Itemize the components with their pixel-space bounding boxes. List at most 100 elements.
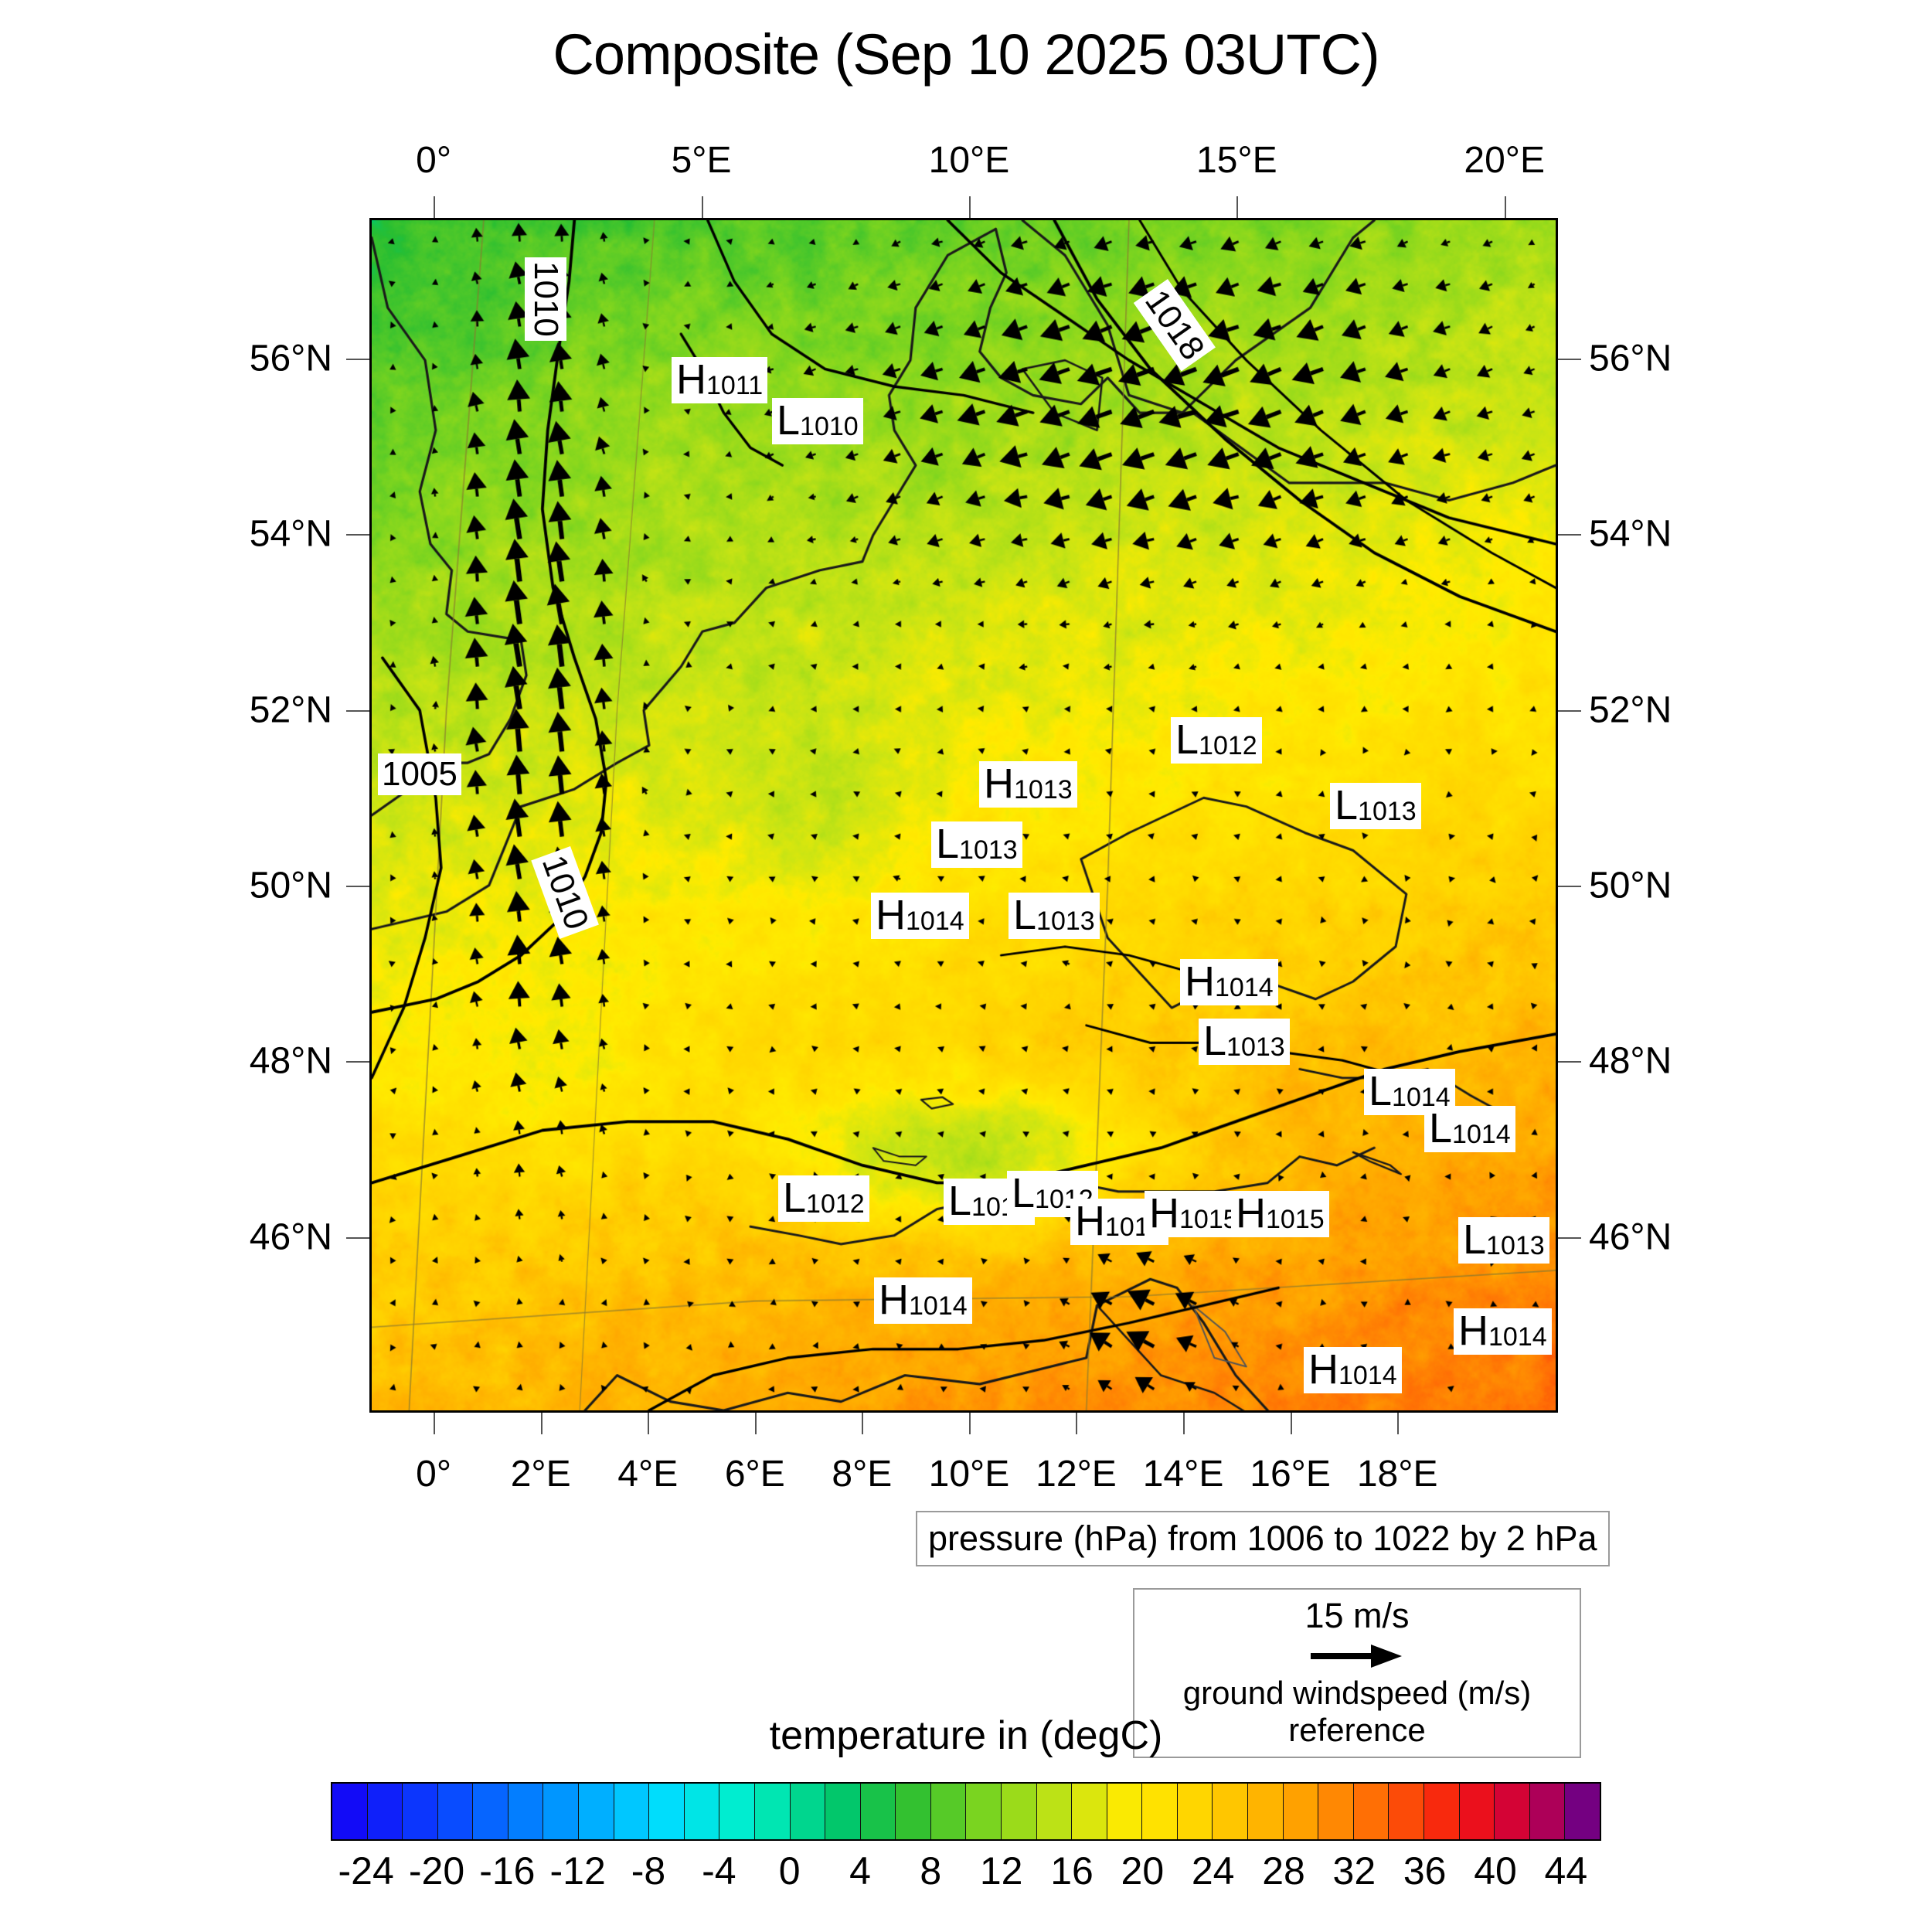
tick-label-left-2: 52°N [249, 689, 332, 731]
colorbar-tick-9: 12 [979, 1849, 1023, 1893]
tick-label-right-2: 52°N [1589, 689, 1672, 731]
tick-mark-right-5 [1558, 1236, 1581, 1239]
pressure-marker-value: 1014 [1338, 1361, 1397, 1390]
map-plot-area[interactable]: H1011 L1010 L1012 H1013 L1013 L1013 H1014 L1013… [369, 218, 1558, 1413]
pressure-marker-l-12: L1012 [778, 1175, 869, 1222]
pressure-marker-type: L [783, 1175, 807, 1221]
colorbar-cell [1283, 1784, 1319, 1839]
pressure-marker-h-0: H1011 [672, 357, 768, 403]
tick-mark-bottom-4 [862, 1413, 864, 1434]
pressure-marker-type: H [1458, 1308, 1488, 1354]
tick-label-right-0: 56°N [1589, 338, 1672, 379]
colorbar-tick-13: 28 [1262, 1849, 1305, 1893]
colorbar-cell [1318, 1784, 1354, 1839]
pressure-marker-value: 1015 [1266, 1205, 1325, 1234]
pressure-marker-value: 1014 [1452, 1120, 1511, 1149]
colorbar-cell [508, 1784, 544, 1839]
tick-label-bottom-4: 8°E [832, 1454, 893, 1495]
tick-label-left-5: 46°N [249, 1216, 332, 1258]
tick-label-right-4: 48°N [1589, 1040, 1672, 1082]
tick-label-bottom-7: 14°E [1142, 1454, 1224, 1495]
pressure-marker-type: L [948, 1178, 972, 1224]
tick-mark-bottom-8 [1290, 1413, 1292, 1434]
colorbar-cell [1353, 1784, 1389, 1839]
pressure-marker-h-19: H1014 [874, 1277, 972, 1324]
temperature-colorbar[interactable] [331, 1782, 1601, 1841]
tick-mark-right-4 [1558, 1061, 1581, 1063]
pressure-marker-value: 1014 [909, 1291, 968, 1321]
colorbar-cell [1036, 1784, 1073, 1839]
pressure-marker-value: 1014 [906, 906, 964, 936]
tick-label-top-3: 15°E [1196, 140, 1277, 181]
tick-label-top-0: 0° [416, 140, 452, 181]
wind-reference-legend: 15 m/s ground windspeed (m/s) reference [1133, 1588, 1581, 1758]
tick-mark-right-3 [1558, 885, 1581, 887]
pressure-marker-value: 1012 [806, 1189, 865, 1219]
wind-arrow-icon [1311, 1645, 1402, 1668]
colorbar-cell [1001, 1784, 1037, 1839]
colorbar-tick-8: 8 [920, 1849, 942, 1893]
tick-label-bottom-8: 16°E [1250, 1454, 1331, 1495]
pressure-marker-l-9: L1013 [1199, 1019, 1290, 1065]
tick-label-left-4: 48°N [249, 1040, 332, 1082]
pressure-marker-l-11: L1014 [1424, 1106, 1515, 1152]
tick-label-bottom-6: 12°E [1036, 1454, 1117, 1495]
tick-label-bottom-1: 2°E [510, 1454, 571, 1495]
colorbar-cell [367, 1784, 403, 1839]
pressure-marker-h-8: H1014 [1180, 959, 1278, 1005]
colorbar-cell [403, 1784, 438, 1839]
pressure-marker-type: H [1185, 958, 1215, 1005]
pressure-marker-type: L [1369, 1068, 1393, 1114]
colorbar-cell [1177, 1784, 1213, 1839]
tick-mark-bottom-6 [1076, 1413, 1078, 1434]
pressure-marker-type: H [879, 1277, 909, 1323]
pressure-marker-type: H [984, 760, 1014, 807]
tick-mark-bottom-0 [434, 1413, 436, 1434]
tick-label-right-5: 46°N [1589, 1216, 1672, 1258]
pressure-marker-type: L [1429, 1105, 1453, 1151]
colorbar-cell [332, 1784, 368, 1839]
pressure-marker-type: L [1463, 1216, 1487, 1263]
colorbar-cell [1248, 1784, 1284, 1839]
pressure-marker-h-20: H1014 [1454, 1308, 1552, 1355]
tick-mark-bottom-3 [754, 1413, 757, 1434]
colorbar-cell [579, 1784, 614, 1839]
colorbar-cell [860, 1784, 896, 1839]
pressure-marker-value: 1011 [706, 371, 764, 400]
pressure-marker-value: 1013 [1486, 1231, 1545, 1260]
pressure-marker-type: H [1236, 1190, 1266, 1236]
tick-label-left-0: 56°N [249, 338, 332, 379]
colorbar-cell [1107, 1784, 1143, 1839]
pressure-marker-h-3: H1013 [979, 761, 1077, 808]
tick-mark-right-0 [1558, 358, 1581, 360]
tick-label-bottom-9: 18°E [1356, 1454, 1438, 1495]
colorbar-tick-14: 32 [1332, 1849, 1376, 1893]
tick-mark-top-1 [701, 196, 703, 218]
colorbar-cell [1142, 1784, 1178, 1839]
tick-mark-top-0 [434, 196, 436, 218]
pressure-marker-type: L [1203, 1018, 1227, 1064]
page-title: Composite (Sep 10 2025 03UTC) [553, 22, 1379, 87]
colorbar-cell [1213, 1784, 1249, 1839]
pressure-marker-l-4: L1013 [1330, 783, 1421, 829]
wind-reference-speed: 15 m/s [1304, 1596, 1410, 1635]
colorbar-title: temperature in (degC) [769, 1713, 1163, 1758]
tick-mark-bottom-5 [968, 1413, 971, 1434]
pressure-marker-value: 1014 [1488, 1322, 1547, 1352]
colorbar-cell [437, 1784, 474, 1839]
colorbar-cell [896, 1784, 931, 1839]
colorbar-cell [1389, 1784, 1424, 1839]
pressure-marker-type: L [1012, 1170, 1036, 1216]
tick-mark-left-3 [346, 885, 369, 887]
pressure-marker-type: H [1308, 1346, 1338, 1393]
tick-label-top-4: 20°E [1464, 140, 1546, 181]
tick-mark-bottom-2 [648, 1413, 650, 1434]
colorbar-tick-6: 0 [778, 1849, 801, 1893]
tick-mark-right-2 [1558, 709, 1581, 712]
pressure-marker-h-6: H1014 [871, 893, 969, 939]
tick-label-bottom-5: 10°E [928, 1454, 1010, 1495]
colorbar-tick-16: 40 [1474, 1849, 1517, 1893]
pressure-marker-value: 1013 [1358, 797, 1417, 826]
pressure-marker-value: 1013 [959, 835, 1018, 865]
pressure-marker-value: 1012 [1199, 731, 1257, 760]
